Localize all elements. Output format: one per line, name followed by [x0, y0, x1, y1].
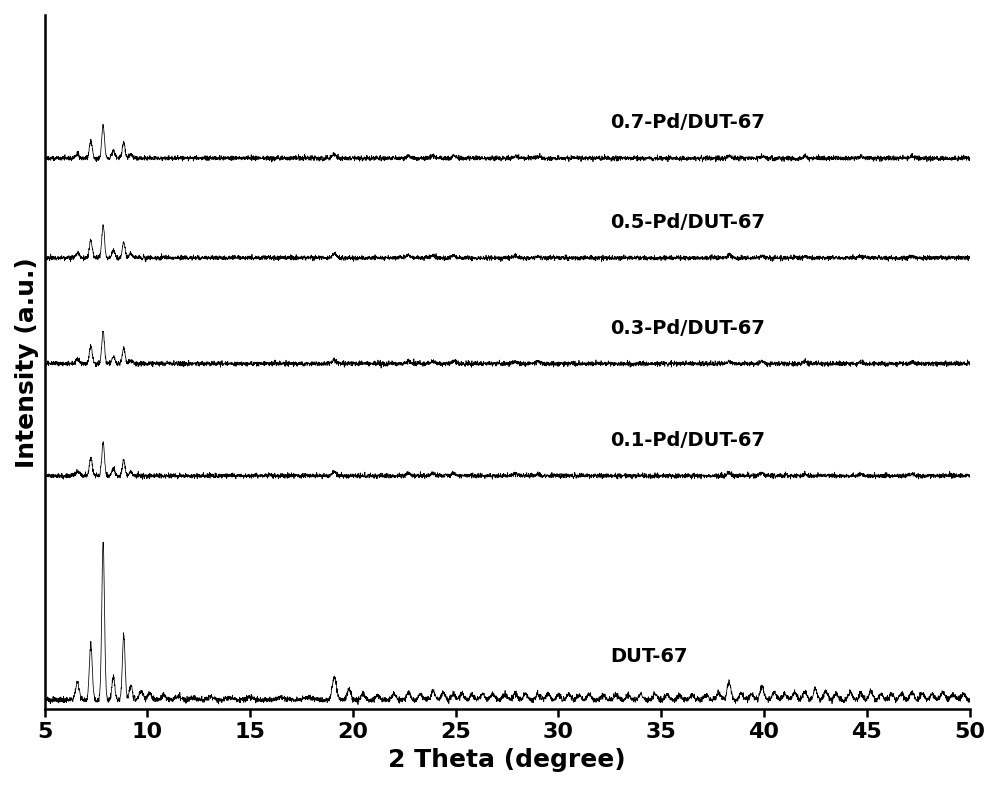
X-axis label: 2 Theta (degree): 2 Theta (degree)	[388, 748, 626, 772]
Text: 0.7-Pd/DUT-67: 0.7-Pd/DUT-67	[610, 113, 765, 132]
Text: 0.1-Pd/DUT-67: 0.1-Pd/DUT-67	[610, 430, 765, 449]
Text: DUT-67: DUT-67	[610, 647, 687, 666]
Text: 0.3-Pd/DUT-67: 0.3-Pd/DUT-67	[610, 319, 765, 338]
Y-axis label: Intensity (a.u.): Intensity (a.u.)	[15, 257, 39, 467]
Text: 0.5-Pd/DUT-67: 0.5-Pd/DUT-67	[610, 212, 765, 231]
